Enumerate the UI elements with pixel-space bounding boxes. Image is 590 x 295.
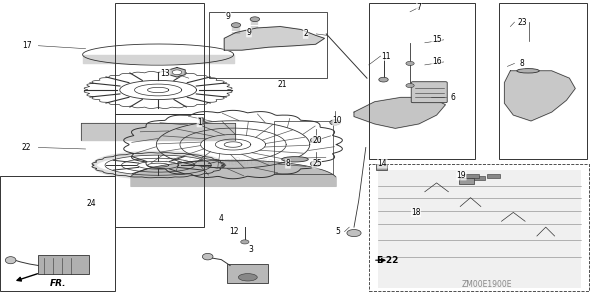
Text: 3: 3: [248, 245, 253, 254]
Text: 9: 9: [226, 12, 231, 21]
Text: 14: 14: [378, 159, 387, 168]
Text: 10: 10: [333, 117, 342, 125]
Text: 25: 25: [312, 159, 322, 168]
Text: 8: 8: [286, 159, 290, 168]
Bar: [38, 255, 88, 274]
Ellipse shape: [5, 257, 16, 264]
Text: 23: 23: [517, 18, 527, 27]
Bar: [499, 3, 587, 159]
Polygon shape: [224, 27, 324, 50]
Text: 22: 22: [22, 143, 31, 152]
Text: 8: 8: [520, 59, 525, 68]
Text: FR.: FR.: [50, 279, 67, 288]
Ellipse shape: [517, 69, 539, 73]
Polygon shape: [169, 68, 185, 77]
Text: 6: 6: [451, 93, 455, 102]
Bar: [369, 164, 589, 291]
FancyBboxPatch shape: [411, 82, 447, 103]
Circle shape: [231, 23, 241, 27]
Ellipse shape: [202, 253, 213, 260]
Text: 20: 20: [312, 136, 322, 145]
Bar: [0, 176, 115, 291]
Circle shape: [330, 120, 340, 125]
Bar: [466, 174, 479, 178]
Text: 5: 5: [335, 227, 340, 236]
Text: 17: 17: [22, 41, 31, 50]
Text: 24: 24: [87, 199, 96, 208]
Bar: [115, 114, 204, 227]
Circle shape: [313, 163, 319, 165]
Bar: [115, 3, 204, 114]
Circle shape: [313, 139, 319, 141]
Text: 13: 13: [160, 69, 170, 78]
Circle shape: [172, 70, 182, 75]
Polygon shape: [354, 97, 445, 128]
Text: 7: 7: [417, 3, 421, 12]
Circle shape: [310, 137, 321, 143]
Ellipse shape: [238, 274, 257, 281]
Text: 2: 2: [303, 30, 308, 38]
Text: 16: 16: [432, 58, 441, 66]
Bar: [209, 12, 327, 78]
Text: 18: 18: [411, 208, 421, 217]
Bar: [472, 176, 485, 180]
Text: 1: 1: [197, 118, 202, 127]
Circle shape: [406, 83, 414, 88]
Circle shape: [379, 77, 388, 82]
Bar: [487, 174, 500, 178]
Text: eReplacementParts.com: eReplacementParts.com: [165, 157, 284, 167]
Text: 12: 12: [230, 227, 239, 236]
Bar: [378, 170, 581, 288]
Bar: [369, 3, 475, 159]
Bar: [274, 121, 333, 174]
Circle shape: [406, 61, 414, 65]
Circle shape: [241, 240, 249, 244]
Text: ZM00E1900E: ZM00E1900E: [461, 280, 512, 289]
Polygon shape: [199, 118, 205, 124]
Circle shape: [310, 161, 321, 166]
Ellipse shape: [282, 157, 308, 162]
Text: 4: 4: [219, 214, 224, 223]
Polygon shape: [504, 71, 575, 121]
Text: 9: 9: [247, 28, 251, 37]
Text: E-22: E-22: [376, 256, 398, 265]
Circle shape: [250, 17, 260, 22]
Bar: [459, 178, 474, 184]
Text: 21: 21: [277, 80, 287, 88]
Text: 15: 15: [432, 35, 441, 44]
Bar: [227, 264, 268, 283]
Circle shape: [332, 121, 337, 124]
Circle shape: [347, 230, 361, 237]
Text: 19: 19: [457, 171, 466, 180]
Bar: [376, 164, 387, 170]
Text: 11: 11: [382, 52, 391, 60]
